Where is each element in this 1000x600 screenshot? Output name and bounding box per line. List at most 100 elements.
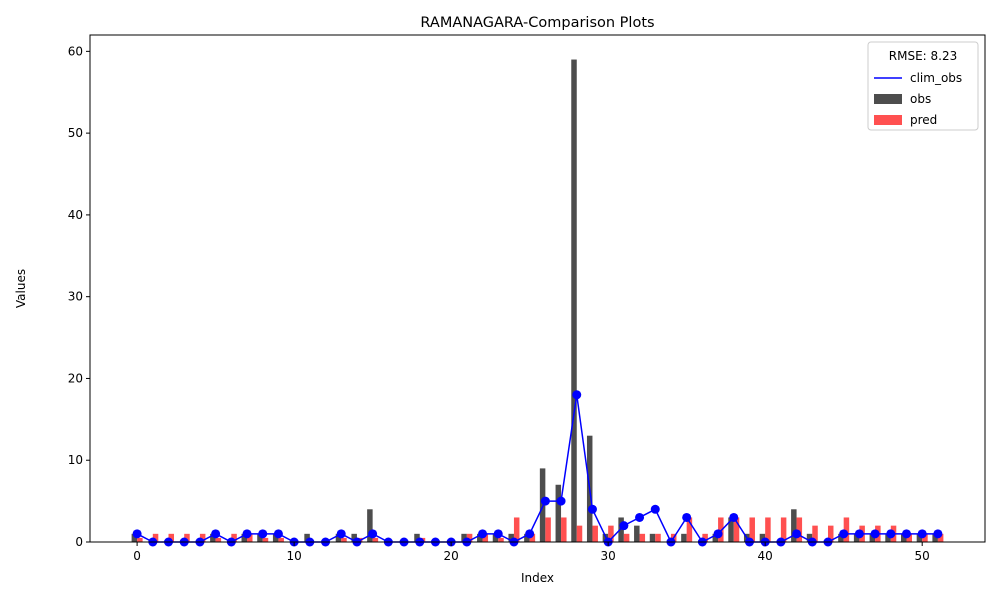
pred-bar	[152, 533, 159, 542]
clim-obs-point	[493, 529, 503, 539]
obs-bar	[571, 59, 577, 542]
legend-entry-label: obs	[910, 92, 931, 106]
pred-bar	[812, 525, 818, 542]
obs-bar	[712, 533, 719, 542]
obs-bar	[649, 533, 656, 542]
legend-box	[867, 41, 979, 131]
y-tick-label: 50	[68, 126, 83, 140]
legend-entry-label: clim_obs	[910, 71, 962, 85]
clim-obs-point	[886, 529, 896, 539]
clim-obs-point	[901, 529, 911, 539]
obs-bar	[728, 517, 734, 542]
clim-obs-point	[854, 529, 864, 539]
pred-bar	[278, 537, 284, 542]
pred-bar	[498, 537, 504, 542]
clim-obs-point	[556, 496, 566, 506]
pred-bar	[733, 517, 740, 542]
legend-title: RMSE: 8.23	[889, 49, 957, 63]
clim-obs-point	[525, 529, 535, 539]
pred-bar	[482, 533, 489, 542]
obs-bar	[916, 533, 923, 542]
obs-bar	[869, 533, 876, 542]
clim-obs-point	[870, 529, 880, 539]
obs-bar	[932, 533, 938, 542]
obs-bar	[759, 533, 766, 542]
y-tick-label: 60	[68, 44, 83, 58]
clim-obs-point	[839, 529, 849, 539]
clim-obs-point	[132, 529, 142, 539]
pred-bar	[718, 517, 724, 542]
clim-obs-point	[587, 504, 597, 514]
obs-bar	[241, 533, 248, 542]
clim-obs-polyline	[136, 394, 938, 544]
obs-bar	[131, 533, 138, 542]
clim-obs-point	[917, 529, 927, 539]
clim-obs-point	[211, 529, 221, 539]
clim-obs-point	[619, 521, 629, 531]
obs-bar	[461, 533, 467, 542]
pred-bar	[702, 533, 708, 542]
pred-bar	[765, 517, 771, 542]
pred-bar	[623, 533, 630, 542]
legend-bar-swatch	[874, 115, 902, 125]
obs-bar	[508, 533, 514, 542]
pred-bar	[686, 517, 693, 542]
y-tick-label: 20	[68, 371, 83, 385]
x-axis-label: Index	[521, 571, 554, 585]
pred-bar	[231, 533, 237, 542]
obs-bar	[681, 533, 687, 542]
pred-bar	[372, 537, 379, 542]
x-tick-label: 50	[915, 549, 930, 563]
pred-bar	[576, 525, 583, 542]
x-tick-label: 40	[758, 549, 773, 563]
pred-bar	[906, 533, 912, 542]
clim-obs-point	[650, 504, 660, 514]
legend-bar-swatch	[874, 94, 902, 104]
pred-bar	[749, 517, 755, 542]
clim-obs-point	[572, 390, 582, 400]
clim-obs-point	[478, 529, 488, 539]
y-axis: 0 10 20 30 40 50 60	[68, 44, 90, 549]
clim-obs-point	[540, 496, 550, 506]
x-axis: 0 10 20 30 40 50	[133, 542, 930, 563]
obs-bar	[634, 525, 640, 542]
pred-bar	[827, 525, 834, 542]
pred-bar	[561, 517, 567, 542]
obs-bar	[335, 533, 342, 542]
obs-bar	[414, 533, 420, 542]
pred-bar	[655, 533, 661, 542]
pred-bar	[184, 533, 190, 542]
pred-bar	[168, 533, 175, 542]
pred-bar	[247, 533, 253, 542]
y-tick-label: 10	[68, 453, 83, 467]
clim-obs-point	[336, 529, 346, 539]
obs-bar	[367, 509, 373, 542]
legend-entry-label: pred	[910, 113, 937, 127]
pred-bar	[262, 537, 269, 542]
clim-obs-point	[635, 512, 645, 522]
pred-bar	[529, 533, 536, 542]
pred-bar	[341, 537, 347, 542]
x-tick-label: 10	[286, 549, 301, 563]
pred-bar	[608, 525, 614, 542]
clim-obs-point	[273, 529, 283, 539]
plot-frame	[89, 34, 986, 543]
y-tick-label: 40	[68, 208, 83, 222]
clim-obs-point	[729, 512, 739, 522]
clim-obs-line	[132, 390, 943, 547]
obs-bar	[272, 533, 279, 542]
obs-bar	[618, 517, 624, 542]
clim-obs-point	[242, 529, 252, 539]
x-tick-label: 20	[443, 549, 458, 563]
obs-bar	[853, 533, 860, 542]
pred-bar	[199, 533, 206, 542]
obs-bar	[555, 484, 562, 542]
clim-obs-point	[713, 529, 723, 539]
pred-bar	[137, 537, 143, 542]
clim-obs-point	[682, 512, 692, 522]
obs-bar	[257, 533, 263, 542]
pred-bar	[780, 517, 787, 542]
pred-bar	[922, 533, 928, 542]
